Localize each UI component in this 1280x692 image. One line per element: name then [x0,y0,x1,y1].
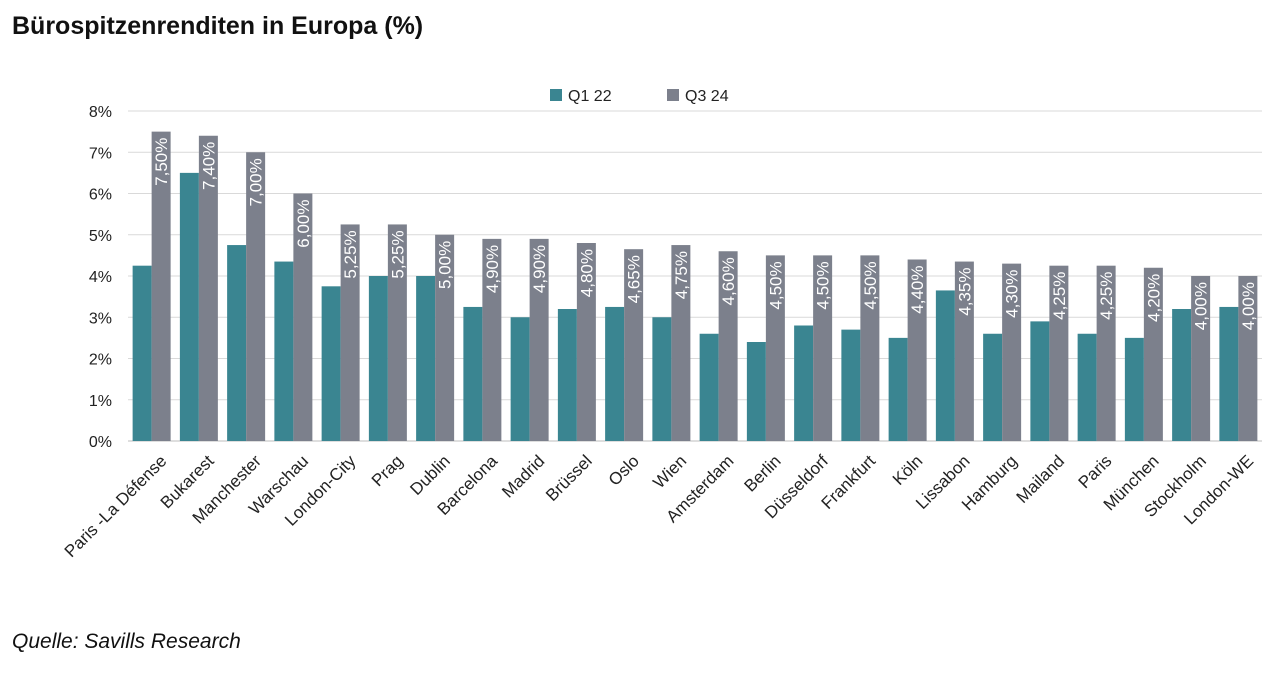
data-label: 4,75% [672,251,691,299]
bar-q3-24 [1238,276,1258,441]
source-note: Quelle: Savills Research [12,630,241,653]
category-label: Wien [649,451,690,492]
bar-q3-24 [246,152,266,441]
y-tick-label: 1% [89,393,112,410]
category-label: Prag [368,451,407,490]
data-label: 4,00% [1239,282,1258,330]
data-label: 7,40% [199,142,218,190]
data-label: 5,25% [341,230,360,278]
data-label: 4,35% [955,268,974,316]
data-label: 4,60% [719,257,738,305]
bar-q1-22 [1219,306,1239,441]
category-label: Berlin [741,451,785,495]
y-tick-label: 2% [89,352,112,369]
bar-q1-22 [274,261,294,441]
bar-q1-22 [983,333,1003,441]
data-label: 4,80% [577,249,596,297]
data-label: 5,25% [388,230,407,278]
bar-q3-24 [1191,276,1211,441]
bar-q3-24 [624,249,644,441]
data-label: 4,25% [1097,272,1116,320]
legend-label: Q3 24 [685,88,729,105]
y-tick-label: 8% [89,104,112,121]
bar-q1-22 [888,337,908,441]
bar-q1-22 [321,286,341,441]
legend-swatch [550,89,562,101]
bar-q3-24 [1143,267,1163,441]
data-label: 4,40% [908,266,927,314]
y-tick-label: 6% [89,187,112,204]
legend-label: Q1 22 [568,88,612,105]
bar-q1-22 [132,265,152,441]
bar-q3-24 [151,131,171,441]
bar-q1-22 [416,276,436,441]
bar-q3-24 [576,243,596,441]
bar-q3-24 [718,251,738,441]
category-label: Paris -La Défense [61,451,171,561]
bar-q1-22 [1077,333,1097,441]
data-label: 4,90% [483,245,502,293]
data-label: 4,00% [1192,282,1211,330]
category-label: Mailand [1013,451,1069,507]
bar-q1-22 [652,317,672,441]
y-tick-label: 7% [89,145,112,162]
y-tick-label: 5% [89,228,112,245]
data-label: 7,50% [152,138,171,186]
legend-swatch [667,89,679,101]
bar-q1-22 [841,329,861,441]
bar-q3-24 [1049,265,1069,441]
data-label: 6,00% [294,200,313,248]
bar-q1-22 [368,276,388,441]
bar-q3-24 [198,135,218,441]
data-label: 5,00% [436,241,455,289]
category-label: Paris [1075,451,1116,492]
bar-q1-22 [746,342,766,441]
data-label: 4,30% [1003,270,1022,318]
bar-q3-24 [1002,263,1022,441]
bar-q1-22 [935,290,955,441]
bar-q1-22 [227,245,247,441]
bar-q3-24 [340,224,360,441]
bar-q3-24 [813,255,833,441]
bar-q1-22 [557,309,577,441]
bar-q3-24 [1096,265,1116,441]
category-label: Köln [889,451,926,488]
bar-q3-24 [482,238,502,441]
bar-q3-24 [293,193,313,441]
bar-q1-22 [463,306,483,441]
category-label: Madrid [498,451,548,501]
data-label: 4,50% [861,261,880,309]
data-label: 4,65% [625,255,644,303]
category-label: Oslo [605,451,643,489]
bar-q1-22 [510,317,530,441]
bar-q3-24 [907,259,927,441]
bar-q1-22 [794,325,814,441]
bar-q3-24 [671,245,691,441]
data-label: 4,20% [1144,274,1163,322]
bar-q3-24 [954,261,974,441]
bar-q3-24 [387,224,407,441]
bar-q1-22 [1030,321,1050,441]
chart-title: Bürospitzenrenditen in Europa (%) [12,12,424,40]
data-label: 4,90% [530,245,549,293]
bar-q1-22 [699,333,719,441]
data-label: 7,00% [247,158,266,206]
bar-q3-24 [765,255,785,441]
y-tick-label: 3% [89,310,112,327]
bar-q3-24 [860,255,880,441]
bar-q3-24 [435,234,455,441]
bar-q1-22 [179,172,199,441]
data-label: 4,50% [766,261,785,309]
y-tick-label: 4% [89,269,112,286]
bar-q1-22 [1124,337,1144,441]
y-tick-label: 0% [89,434,112,451]
bar-q1-22 [605,306,625,441]
bar-q3-24 [529,238,549,441]
data-label: 4,50% [814,261,833,309]
data-label: 4,25% [1050,272,1069,320]
bar-q1-22 [1172,309,1192,441]
category-label: Brüssel [542,451,596,505]
